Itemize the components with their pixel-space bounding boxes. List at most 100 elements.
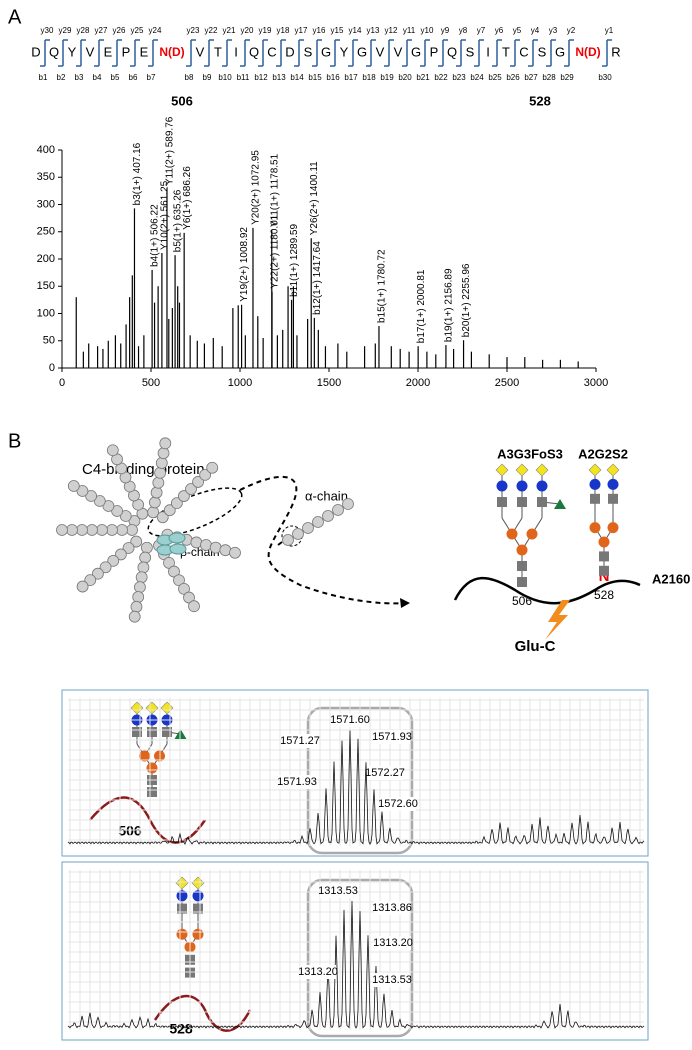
bead bbox=[159, 437, 172, 450]
panel-label: B bbox=[8, 430, 21, 452]
b-ion-label: b13 bbox=[272, 73, 286, 82]
b-ion-label: b26 bbox=[506, 73, 520, 82]
bead bbox=[156, 511, 169, 524]
x-tick-label: 3000 bbox=[584, 377, 608, 389]
peak-label: 1313.53 bbox=[318, 885, 358, 897]
peak-label: Y6(1+) 686.26 bbox=[182, 166, 193, 230]
b-ion-label: b9 bbox=[203, 73, 212, 82]
panel-label: A bbox=[8, 6, 22, 28]
b-ion-label: b12 bbox=[254, 73, 268, 82]
y-ion-label: y20 bbox=[241, 26, 254, 35]
residue: Q bbox=[249, 44, 259, 59]
y-ion-label: y1 bbox=[605, 26, 614, 35]
y-ion-label: y24 bbox=[149, 26, 162, 35]
residue: S bbox=[466, 44, 475, 59]
residue: P bbox=[122, 44, 131, 59]
peak-label: b20(1+) 2255.96 bbox=[461, 263, 472, 337]
peak-label: 1572.27 bbox=[365, 767, 405, 779]
bead bbox=[84, 574, 97, 587]
galactose bbox=[192, 890, 204, 902]
cleavage-bracket bbox=[384, 39, 394, 67]
y-ion-label: y15 bbox=[331, 26, 344, 35]
cleavage-bracket bbox=[312, 39, 322, 67]
bead bbox=[199, 468, 212, 481]
bead bbox=[134, 581, 146, 594]
bead bbox=[302, 522, 314, 534]
galactose-neuac bbox=[515, 463, 529, 477]
glycan-name: A2G2S2 bbox=[578, 446, 628, 461]
site-number: 528 bbox=[594, 588, 614, 602]
bead bbox=[128, 610, 141, 623]
dashed-arrow bbox=[239, 476, 406, 605]
cleavage-bracket bbox=[222, 39, 232, 67]
y-tick-label: 300 bbox=[37, 198, 55, 210]
b-ion-label: b8 bbox=[185, 73, 194, 82]
b-ion-label: b15 bbox=[308, 73, 322, 82]
y-ion-label: y22 bbox=[205, 26, 218, 35]
y-ion-label: y19 bbox=[259, 26, 272, 35]
label-bg bbox=[282, 734, 318, 748]
y-ion-label: y27 bbox=[95, 26, 108, 35]
residue: N(D) bbox=[159, 45, 184, 59]
b-ion-label: b16 bbox=[326, 73, 340, 82]
peak-label: 1571.93 bbox=[372, 731, 412, 743]
galactose bbox=[496, 480, 508, 492]
site-number: 506 bbox=[171, 93, 193, 108]
x-tick-label: 1000 bbox=[228, 377, 252, 389]
bead bbox=[106, 444, 119, 457]
site-number: 528 bbox=[529, 93, 551, 108]
mannose bbox=[176, 928, 188, 940]
mannose bbox=[526, 528, 538, 540]
x-tick-label: 0 bbox=[59, 377, 65, 389]
y-tick-label: 200 bbox=[37, 253, 55, 265]
bead bbox=[170, 497, 183, 510]
residue: I bbox=[234, 44, 238, 59]
cleavage-bracket bbox=[112, 39, 122, 67]
mannose bbox=[598, 536, 610, 548]
bead bbox=[292, 528, 304, 540]
y-ion-label: y16 bbox=[313, 26, 326, 35]
bead bbox=[168, 565, 180, 578]
label-bg bbox=[375, 936, 411, 950]
glcnac bbox=[132, 727, 142, 737]
peak-label: b3(1+) 407.16 bbox=[132, 142, 143, 205]
bead bbox=[92, 567, 104, 580]
mannose bbox=[589, 522, 601, 534]
bead bbox=[148, 496, 161, 509]
bead bbox=[342, 498, 354, 510]
b-ion-label: b5 bbox=[111, 73, 120, 82]
residue: Y bbox=[340, 44, 349, 59]
bead bbox=[106, 524, 118, 536]
residue: R bbox=[611, 44, 620, 59]
mannose bbox=[146, 762, 158, 774]
b-ion-label: b14 bbox=[290, 73, 304, 82]
cleavage-bolt bbox=[545, 600, 570, 640]
glcnac bbox=[147, 787, 157, 797]
galactose-neuac bbox=[535, 463, 549, 477]
b-ion-label: b30 bbox=[598, 73, 612, 82]
galactose-neuac bbox=[495, 463, 509, 477]
label-bg bbox=[332, 713, 368, 727]
bead bbox=[76, 485, 89, 497]
y-ion-label: y10 bbox=[421, 26, 434, 35]
residue: E bbox=[140, 44, 149, 59]
alpha-chain-tail bbox=[277, 541, 283, 546]
residue: G bbox=[357, 44, 367, 59]
y-ion-label: y4 bbox=[531, 26, 540, 35]
bead bbox=[111, 505, 123, 517]
bead bbox=[130, 535, 143, 548]
residue: I bbox=[486, 44, 490, 59]
b-ion-label: b20 bbox=[398, 73, 412, 82]
y-ion-label: y7 bbox=[477, 26, 486, 35]
cleavage-bracket bbox=[528, 39, 538, 67]
peptide-label: A2160 bbox=[652, 571, 690, 586]
b-ion-label: b28 bbox=[542, 73, 556, 82]
alpha-chain-label: α-chain bbox=[305, 488, 348, 503]
b-ion-label: b21 bbox=[416, 73, 430, 82]
galactose-neuac bbox=[175, 876, 189, 890]
x-tick-label: 2000 bbox=[406, 377, 430, 389]
peak-label: 1313.53 bbox=[372, 974, 412, 986]
cleavage-bracket bbox=[474, 39, 484, 67]
mannose bbox=[139, 750, 150, 762]
